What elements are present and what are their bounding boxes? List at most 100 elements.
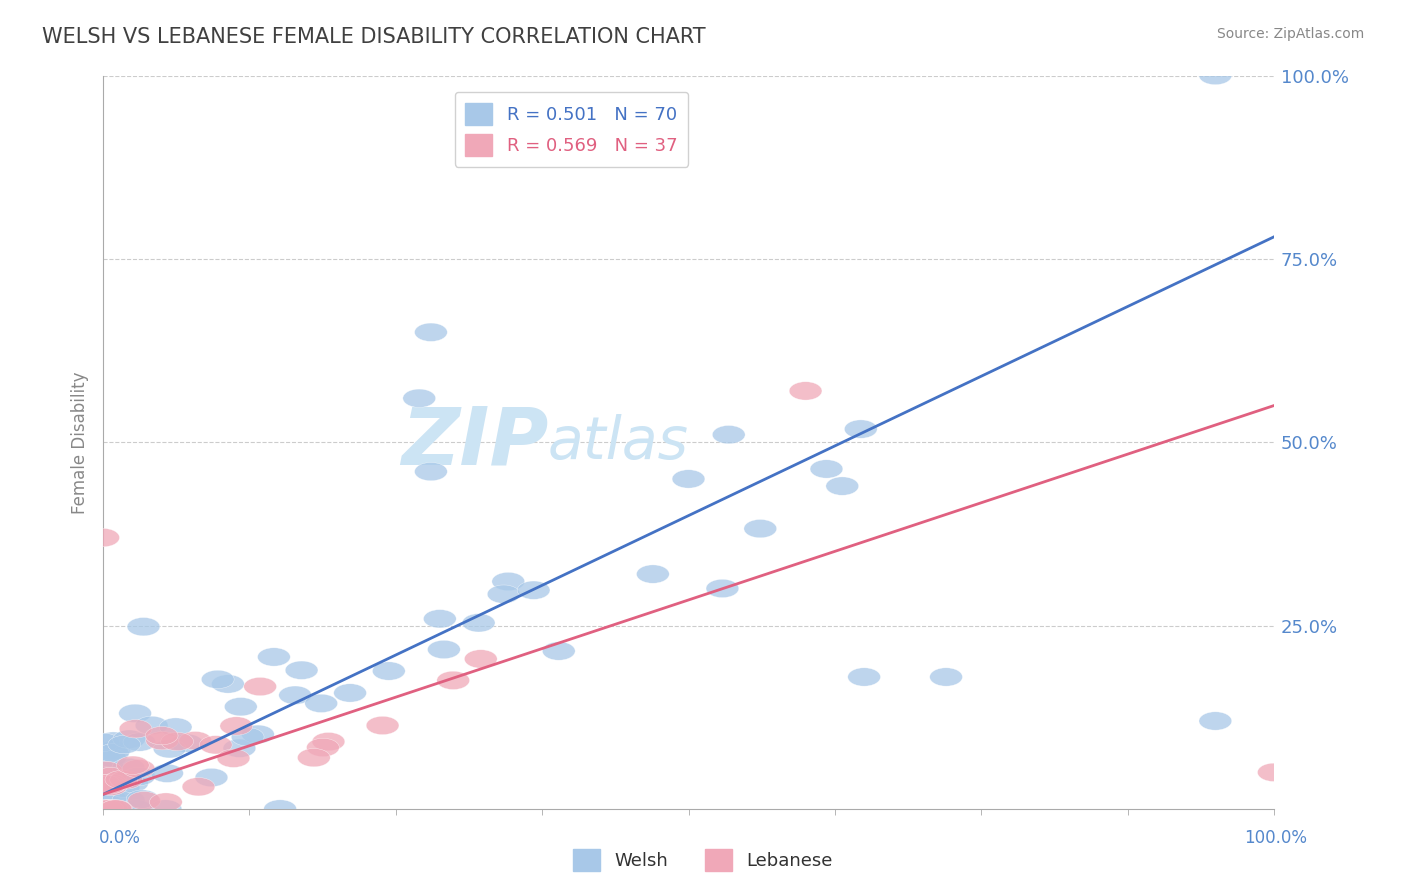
Ellipse shape bbox=[91, 757, 124, 776]
Ellipse shape bbox=[120, 800, 153, 818]
Legend: Welsh, Lebanese: Welsh, Lebanese bbox=[567, 842, 839, 879]
Ellipse shape bbox=[285, 661, 318, 680]
Ellipse shape bbox=[404, 389, 436, 408]
Ellipse shape bbox=[179, 731, 212, 750]
Ellipse shape bbox=[744, 519, 776, 538]
Ellipse shape bbox=[94, 777, 128, 796]
Ellipse shape bbox=[201, 670, 235, 689]
Ellipse shape bbox=[98, 800, 131, 818]
Ellipse shape bbox=[98, 800, 132, 818]
Ellipse shape bbox=[122, 767, 155, 786]
Ellipse shape bbox=[492, 573, 524, 591]
Ellipse shape bbox=[89, 793, 121, 812]
Ellipse shape bbox=[98, 740, 131, 759]
Ellipse shape bbox=[713, 425, 745, 444]
Ellipse shape bbox=[200, 736, 232, 754]
Legend: R = 0.501   N = 70, R = 0.569   N = 37: R = 0.501 N = 70, R = 0.569 N = 37 bbox=[454, 92, 689, 167]
Ellipse shape bbox=[122, 733, 156, 751]
Ellipse shape bbox=[845, 420, 877, 438]
Ellipse shape bbox=[127, 790, 159, 808]
Ellipse shape bbox=[115, 774, 149, 792]
Ellipse shape bbox=[87, 800, 120, 818]
Ellipse shape bbox=[90, 800, 122, 818]
Ellipse shape bbox=[128, 791, 160, 810]
Text: ZIP: ZIP bbox=[401, 403, 548, 482]
Ellipse shape bbox=[789, 382, 823, 401]
Ellipse shape bbox=[89, 800, 121, 818]
Ellipse shape bbox=[1199, 66, 1232, 85]
Ellipse shape bbox=[464, 649, 498, 668]
Ellipse shape bbox=[107, 779, 139, 797]
Ellipse shape bbox=[94, 789, 127, 808]
Ellipse shape bbox=[118, 704, 152, 723]
Ellipse shape bbox=[706, 579, 738, 598]
Ellipse shape bbox=[149, 793, 183, 811]
Ellipse shape bbox=[122, 759, 155, 778]
Ellipse shape bbox=[278, 686, 312, 705]
Ellipse shape bbox=[637, 565, 669, 583]
Ellipse shape bbox=[437, 671, 470, 690]
Ellipse shape bbox=[160, 732, 194, 751]
Ellipse shape bbox=[112, 790, 145, 809]
Ellipse shape bbox=[195, 768, 228, 787]
Ellipse shape bbox=[415, 462, 447, 481]
Ellipse shape bbox=[153, 739, 186, 758]
Text: 0.0%: 0.0% bbox=[98, 829, 141, 847]
Text: atlas: atlas bbox=[548, 414, 689, 471]
Ellipse shape bbox=[366, 716, 399, 735]
Ellipse shape bbox=[110, 771, 142, 789]
Ellipse shape bbox=[105, 800, 138, 818]
Ellipse shape bbox=[100, 800, 132, 818]
Ellipse shape bbox=[87, 528, 120, 547]
Ellipse shape bbox=[91, 800, 124, 818]
Ellipse shape bbox=[96, 799, 128, 818]
Ellipse shape bbox=[1257, 764, 1291, 781]
Ellipse shape bbox=[305, 694, 337, 713]
Ellipse shape bbox=[219, 717, 253, 735]
Ellipse shape bbox=[112, 730, 145, 748]
Ellipse shape bbox=[87, 733, 120, 751]
Ellipse shape bbox=[373, 662, 405, 681]
Ellipse shape bbox=[96, 800, 128, 818]
Ellipse shape bbox=[848, 668, 880, 686]
Ellipse shape bbox=[135, 716, 167, 734]
Ellipse shape bbox=[159, 718, 193, 736]
Ellipse shape bbox=[333, 684, 367, 702]
Ellipse shape bbox=[825, 477, 859, 495]
Ellipse shape bbox=[307, 739, 339, 756]
Ellipse shape bbox=[93, 776, 125, 794]
Ellipse shape bbox=[415, 323, 447, 342]
Ellipse shape bbox=[231, 728, 264, 746]
Text: WELSH VS LEBANESE FEMALE DISABILITY CORRELATION CHART: WELSH VS LEBANESE FEMALE DISABILITY CORR… bbox=[42, 27, 706, 46]
Ellipse shape bbox=[225, 698, 257, 716]
Ellipse shape bbox=[94, 767, 127, 786]
Ellipse shape bbox=[672, 470, 704, 488]
Ellipse shape bbox=[427, 640, 460, 658]
Ellipse shape bbox=[150, 764, 183, 782]
Ellipse shape bbox=[146, 731, 179, 750]
Ellipse shape bbox=[96, 742, 128, 760]
Ellipse shape bbox=[94, 774, 127, 792]
Ellipse shape bbox=[242, 725, 274, 743]
Ellipse shape bbox=[108, 735, 141, 754]
Ellipse shape bbox=[97, 732, 129, 750]
Ellipse shape bbox=[298, 748, 330, 767]
Ellipse shape bbox=[105, 771, 138, 789]
Ellipse shape bbox=[170, 734, 202, 753]
Ellipse shape bbox=[145, 726, 179, 745]
Ellipse shape bbox=[127, 617, 160, 636]
Ellipse shape bbox=[94, 748, 127, 767]
Ellipse shape bbox=[96, 774, 128, 793]
Ellipse shape bbox=[423, 609, 456, 628]
Ellipse shape bbox=[810, 459, 842, 478]
Ellipse shape bbox=[264, 800, 297, 818]
Ellipse shape bbox=[117, 756, 149, 774]
Ellipse shape bbox=[257, 648, 290, 666]
Ellipse shape bbox=[112, 758, 145, 777]
Ellipse shape bbox=[211, 674, 245, 693]
Ellipse shape bbox=[89, 800, 122, 818]
Ellipse shape bbox=[149, 800, 181, 818]
Ellipse shape bbox=[87, 774, 121, 793]
Ellipse shape bbox=[312, 732, 344, 751]
Y-axis label: Female Disability: Female Disability bbox=[72, 371, 89, 514]
